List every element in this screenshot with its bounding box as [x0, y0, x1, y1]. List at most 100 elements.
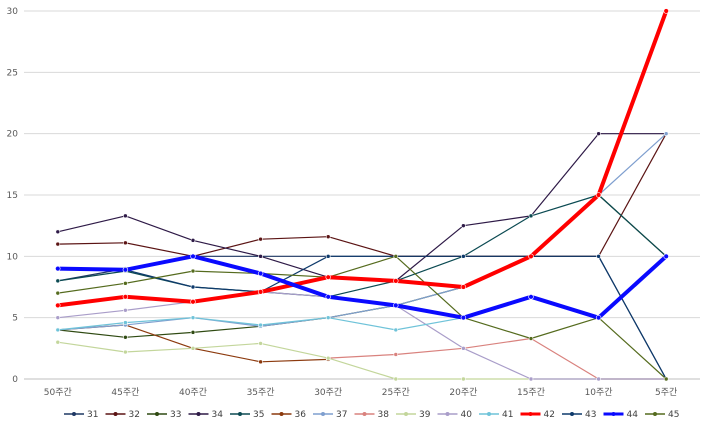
legend-marker — [279, 412, 284, 416]
data-point — [595, 314, 602, 321]
data-point — [393, 302, 399, 309]
data-point — [258, 359, 263, 365]
legend-label: 36 — [295, 410, 307, 420]
legend-item: 34 — [188, 410, 224, 420]
legend-item: 43 — [562, 410, 596, 420]
legend-marker — [528, 412, 533, 416]
legend-marker — [362, 412, 367, 416]
series-lines — [55, 8, 669, 382]
data-point — [528, 253, 534, 260]
data-point — [258, 254, 263, 259]
data-point — [461, 346, 466, 351]
legend-marker — [570, 412, 574, 416]
data-point — [123, 213, 128, 219]
data-point — [528, 376, 534, 382]
data-point — [596, 131, 601, 136]
legend-label: 33 — [170, 410, 181, 420]
data-point — [596, 254, 601, 259]
data-point — [190, 268, 196, 274]
data-point — [123, 349, 128, 355]
y-tick-label: 5 — [12, 314, 18, 324]
data-point — [190, 346, 196, 351]
data-point — [663, 376, 669, 382]
x-tick-label: 10주간 — [585, 387, 613, 398]
data-point — [325, 234, 331, 240]
data-point — [460, 314, 467, 321]
legend-marker — [487, 412, 491, 416]
data-point — [55, 278, 61, 284]
y-tick-label: 15 — [7, 191, 18, 201]
data-point — [528, 213, 534, 219]
legend-item: 31 — [64, 410, 98, 420]
x-tick-label: 45주간 — [111, 387, 139, 398]
data-point — [528, 294, 534, 300]
data-point — [325, 294, 331, 300]
data-point — [258, 341, 263, 346]
y-tick-label: 20 — [7, 130, 19, 140]
legend-label: 44 — [627, 410, 639, 420]
legend-label: 38 — [378, 410, 390, 420]
data-point — [460, 284, 467, 290]
series-line — [57, 194, 667, 298]
data-point — [325, 274, 331, 280]
data-point — [461, 376, 466, 382]
data-point — [461, 254, 466, 259]
series-line — [57, 133, 667, 282]
data-point — [325, 254, 331, 259]
x-tick-label: 30주간 — [314, 387, 342, 398]
legend: 31 32 33 34 35 36 37 38 39 40 41 42 43 44 45 — [64, 410, 679, 420]
series-42 — [55, 8, 669, 309]
data-point — [123, 281, 128, 286]
x-tick-label: 15주간 — [517, 387, 545, 398]
data-point — [393, 278, 399, 284]
legend-label: 31 — [87, 410, 98, 420]
legend-item: 45 — [645, 410, 679, 420]
legend-marker — [238, 412, 242, 416]
legend-marker — [321, 412, 325, 416]
legend-item: 37 — [313, 410, 347, 420]
data-point — [596, 376, 601, 382]
data-point — [595, 192, 602, 198]
series-44 — [55, 253, 669, 321]
legend-item: 44 — [603, 410, 639, 420]
data-point — [190, 253, 196, 260]
legend-marker — [72, 412, 76, 416]
legend-label: 43 — [585, 410, 596, 420]
data-point — [663, 253, 669, 260]
legend-label: 41 — [502, 410, 513, 420]
legend-item: 38 — [354, 410, 390, 420]
legend-item: 32 — [105, 410, 140, 420]
legend-marker — [653, 412, 657, 416]
data-point — [393, 254, 399, 259]
series-39 — [55, 339, 669, 382]
legend-label: 34 — [212, 410, 224, 420]
legend-marker — [113, 412, 118, 416]
legend-marker — [196, 412, 201, 416]
legend-marker — [155, 412, 159, 416]
data-point — [663, 131, 669, 136]
y-tick-label: 25 — [7, 68, 18, 78]
data-point — [123, 240, 128, 246]
series-line — [57, 255, 667, 380]
y-tick-label: 30 — [7, 7, 19, 17]
series-line — [57, 341, 667, 380]
data-point — [257, 270, 264, 277]
data-point — [190, 284, 196, 290]
series-38 — [325, 336, 669, 382]
legend-label: 39 — [419, 410, 431, 420]
data-point — [55, 290, 61, 296]
series-line — [57, 255, 667, 380]
series-line — [327, 337, 667, 380]
data-point — [55, 302, 61, 309]
data-point — [55, 327, 61, 333]
legend-item: 41 — [479, 410, 513, 420]
legend-item: 39 — [396, 410, 431, 420]
x-tick-label: 40주간 — [179, 387, 207, 398]
y-axis: 0 5 10 15 20 25 30 — [7, 7, 19, 385]
legend-label: 32 — [129, 410, 140, 420]
data-point — [123, 334, 128, 340]
data-point — [393, 352, 399, 357]
legend-marker — [445, 412, 450, 416]
legend-item: 42 — [520, 410, 555, 420]
data-point — [55, 265, 61, 272]
